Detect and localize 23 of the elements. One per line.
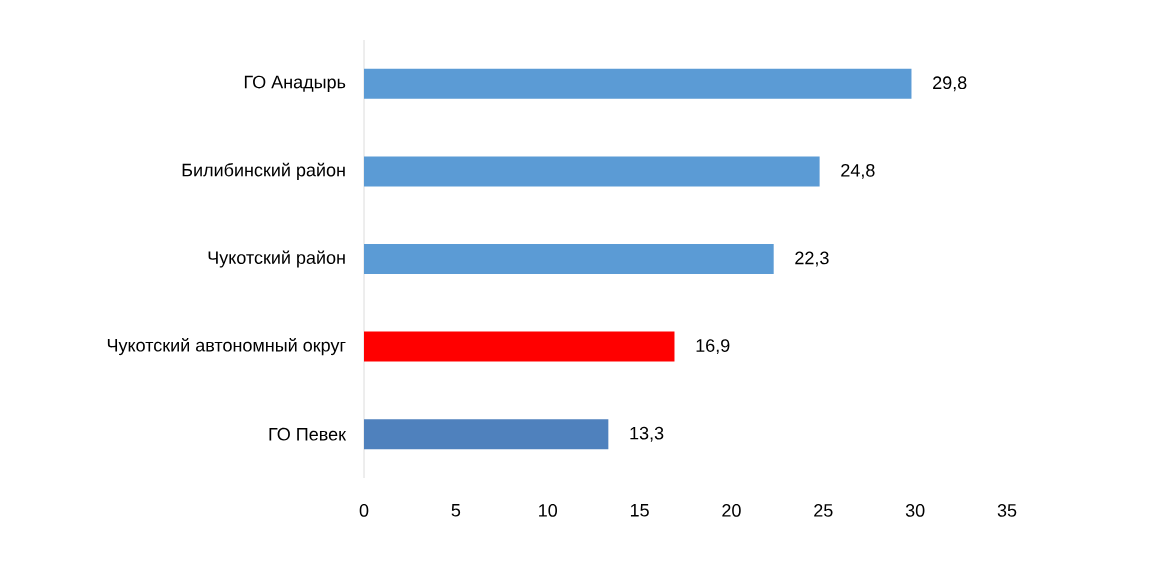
x-tick-label: 5 <box>451 504 461 517</box>
data-label: 16,9 <box>696 339 730 355</box>
x-tick-label: 35 <box>997 504 1017 517</box>
bar <box>364 68 912 99</box>
x-tick-label: 30 <box>905 504 925 517</box>
x-tick-label: 10 <box>539 504 558 517</box>
y-tick-label: Чукотский автономный округ <box>107 338 346 356</box>
data-label: 22,3 <box>795 251 829 267</box>
bar <box>364 331 675 362</box>
bar <box>364 156 820 187</box>
data-label: 13,3 <box>630 426 664 442</box>
x-tick-label: 25 <box>814 504 833 517</box>
data-label: 24,8 <box>841 163 875 179</box>
y-tick-label: Билибинский район <box>182 162 345 180</box>
x-tick-label: 15 <box>630 504 649 517</box>
y-tick-label: ГО Анадырь <box>244 75 346 92</box>
x-tick-label: 0 <box>359 504 369 517</box>
x-tick-label: 20 <box>722 504 741 517</box>
data-label: 29,8 <box>933 76 967 92</box>
y-tick-label: ГО Певек <box>269 427 347 441</box>
y-tick-label: Чукотский район <box>208 250 345 268</box>
bar <box>364 244 774 275</box>
bar <box>364 419 609 450</box>
